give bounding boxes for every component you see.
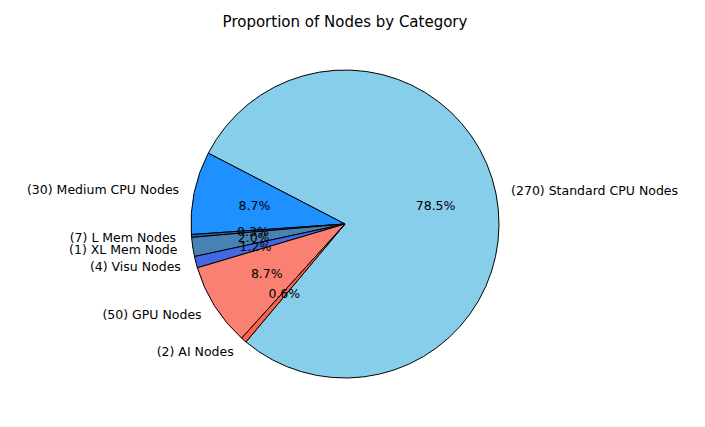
title: Proportion of Nodes by Category [223,13,468,31]
chart: Proportion of Nodes by Category (270) Sta… [0,0,705,427]
slice-label: (1) XL Mem Node [69,242,178,257]
slice-label: (2) AI Nodes [157,344,234,359]
data-label: 8.7% [251,266,283,281]
pie-slice [191,153,345,234]
data-label: 0.6% [268,286,300,301]
pie-slice [208,70,499,378]
slice-label: (270) Standard CPU Nodes [511,183,678,198]
data-label: 8.7% [239,198,271,213]
slice-label: (50) GPU Nodes [102,307,201,322]
pie-slice [197,224,345,338]
slice-label: (30) Medium CPU Nodes [27,182,179,197]
slice-label: (4) Visu Nodes [90,259,181,274]
data-label: 1.2% [240,239,272,254]
data-label: 78.5% [416,198,456,213]
